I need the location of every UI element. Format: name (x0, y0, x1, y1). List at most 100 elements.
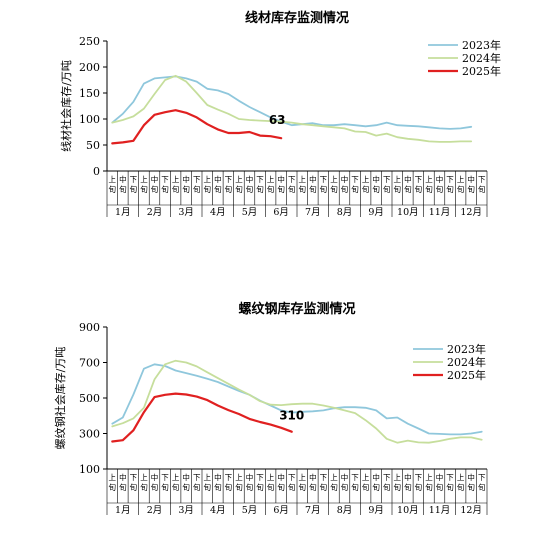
x-period-label: 中旬 (372, 174, 380, 194)
x-period-label: 上旬 (457, 175, 465, 194)
x-period-char: 旬 (330, 482, 338, 492)
x-period-label: 下旬 (193, 473, 201, 492)
x-period-label: 上旬 (362, 175, 370, 194)
legend-label-0: 2023年 (447, 342, 486, 356)
x-period-label: 中旬 (214, 174, 222, 194)
x-period-char: 上 (425, 175, 433, 184)
latest-value-annotation: 63 (269, 113, 286, 127)
x-period-char: 上 (235, 473, 243, 482)
x-period-char: 中 (341, 174, 349, 184)
x-period-char: 旬 (151, 184, 159, 194)
x-period-label: 下旬 (193, 175, 201, 194)
x-period-char: 旬 (372, 482, 380, 492)
x-period-label: 下旬 (130, 175, 138, 194)
x-period-label: 中旬 (277, 174, 285, 194)
x-period-char: 旬 (478, 184, 486, 194)
x-period-char: 下 (415, 175, 423, 184)
x-period-char: 中 (404, 174, 412, 184)
x-month-label: 5月 (242, 207, 258, 218)
legend-label-2: 2025年 (447, 368, 486, 382)
x-period-char: 中 (341, 472, 349, 482)
x-period-char: 旬 (267, 184, 275, 194)
x-period-label: 中旬 (436, 472, 444, 492)
x-month-label: 3月 (178, 207, 194, 218)
series-line-2 (111, 109, 283, 145)
x-period-char: 旬 (436, 482, 444, 492)
x-period-char: 旬 (341, 184, 349, 194)
x-period-char: 上 (425, 473, 433, 482)
x-period-char: 旬 (478, 482, 486, 492)
x-period-char: 旬 (320, 184, 328, 194)
x-period-label: 下旬 (161, 175, 169, 194)
x-period-label: 中旬 (309, 174, 317, 194)
rebar-chart-svg: 螺纹钢库存监测情况螺纹钢社会库存/万吨100300500700900上旬中旬下旬… (53, 301, 488, 516)
x-period-label: 上旬 (394, 175, 402, 194)
x-period-label: 中旬 (436, 174, 444, 194)
x-month-label: 8月 (337, 207, 353, 218)
x-period-char: 旬 (383, 482, 391, 492)
x-period-char: 中 (372, 472, 380, 482)
x-period-label: 下旬 (161, 473, 169, 492)
x-period-char: 上 (109, 175, 117, 184)
x-period-label: 下旬 (225, 473, 233, 492)
x-period-char: 下 (320, 175, 328, 184)
x-period-char: 旬 (341, 482, 349, 492)
x-period-char: 上 (362, 175, 370, 184)
x-period-char: 旬 (330, 184, 338, 194)
x-period-label: 中旬 (277, 472, 285, 492)
x-period-char: 下 (383, 473, 391, 482)
x-period-char: 中 (214, 472, 222, 482)
x-period-char: 下 (225, 473, 233, 482)
x-month-label: 9月 (368, 207, 384, 218)
x-period-char: 下 (256, 473, 264, 482)
x-period-label: 上旬 (109, 175, 117, 194)
x-period-label: 上旬 (299, 175, 307, 194)
x-period-char: 旬 (225, 482, 233, 492)
x-period-char: 旬 (182, 184, 190, 194)
x-period-char: 旬 (394, 482, 402, 492)
x-period-char: 旬 (467, 482, 475, 492)
x-period-char: 中 (404, 472, 412, 482)
x-period-char: 旬 (299, 184, 307, 194)
x-period-char: 旬 (140, 184, 148, 194)
x-period-char: 中 (372, 174, 380, 184)
x-period-char: 旬 (235, 184, 243, 194)
x-period-char: 上 (362, 473, 370, 482)
x-month-label: 11月 (429, 505, 451, 516)
x-period-label: 上旬 (299, 473, 307, 492)
x-period-char: 旬 (362, 184, 370, 194)
x-period-char: 旬 (119, 482, 127, 492)
series-line-0 (111, 363, 483, 436)
x-period-char: 旬 (161, 184, 169, 194)
x-period-char: 下 (478, 473, 486, 482)
series-line-2 (111, 392, 293, 443)
x-period-label: 中旬 (182, 174, 190, 194)
x-period-char: 旬 (351, 482, 359, 492)
x-period-char: 旬 (256, 482, 264, 492)
x-period-char: 旬 (415, 482, 423, 492)
x-month-label: 9月 (368, 505, 384, 516)
x-period-char: 旬 (204, 184, 212, 194)
x-period-char: 旬 (246, 482, 254, 492)
x-period-char: 旬 (299, 482, 307, 492)
x-period-label: 下旬 (446, 175, 454, 194)
x-period-label: 中旬 (341, 174, 349, 194)
x-period-label: 下旬 (446, 473, 454, 492)
x-period-char: 旬 (204, 482, 212, 492)
x-period-char: 上 (330, 473, 338, 482)
x-period-char: 旬 (256, 184, 264, 194)
x-period-char: 旬 (119, 184, 127, 194)
x-period-char: 旬 (404, 184, 412, 194)
x-month-label: 10月 (397, 505, 419, 516)
x-month-label: 4月 (210, 207, 226, 218)
x-period-label: 中旬 (119, 174, 127, 194)
x-period-char: 下 (478, 175, 486, 184)
chart-title: 螺纹钢库存监测情况 (238, 301, 355, 317)
x-period-label: 下旬 (256, 175, 264, 194)
x-period-char: 上 (299, 473, 307, 482)
x-period-char: 上 (394, 175, 402, 184)
x-period-char: 下 (415, 473, 423, 482)
x-period-char: 旬 (130, 482, 138, 492)
y-tick-label: 0 (93, 165, 100, 178)
x-period-label: 下旬 (383, 473, 391, 492)
